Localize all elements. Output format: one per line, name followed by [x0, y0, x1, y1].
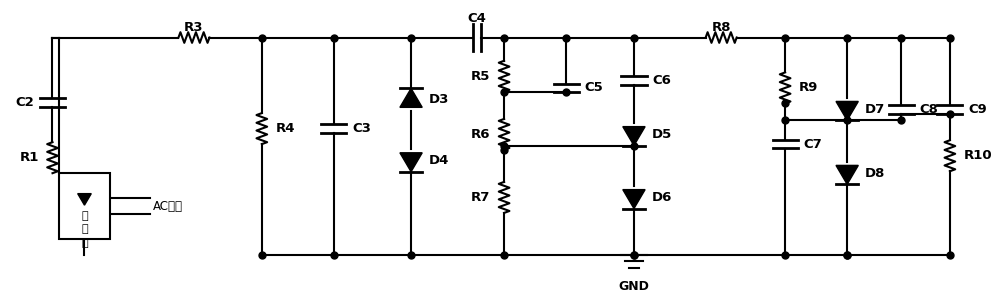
Polygon shape	[78, 194, 91, 205]
Text: D7: D7	[865, 103, 885, 116]
Text: C2: C2	[15, 96, 34, 109]
Text: R5: R5	[471, 70, 491, 83]
Text: R6: R6	[471, 128, 491, 141]
Text: R10: R10	[963, 149, 992, 162]
Text: D4: D4	[429, 154, 449, 167]
Text: C6: C6	[652, 74, 671, 87]
Text: AC电压: AC电压	[153, 200, 183, 213]
Text: C8: C8	[920, 103, 939, 116]
Text: C4: C4	[468, 12, 486, 25]
Polygon shape	[623, 127, 645, 146]
Polygon shape	[836, 102, 858, 120]
Polygon shape	[623, 190, 645, 209]
Polygon shape	[400, 89, 422, 107]
Polygon shape	[400, 153, 422, 172]
Text: D8: D8	[865, 167, 885, 180]
Polygon shape	[836, 165, 858, 184]
Text: R8: R8	[711, 21, 731, 34]
Text: C7: C7	[804, 138, 822, 151]
Text: C5: C5	[585, 81, 603, 94]
Text: 流: 流	[81, 224, 88, 234]
Text: R3: R3	[184, 21, 204, 34]
Text: R7: R7	[471, 191, 491, 204]
Text: GND: GND	[619, 280, 649, 293]
FancyBboxPatch shape	[59, 173, 110, 239]
Text: C9: C9	[968, 103, 987, 116]
Text: C3: C3	[352, 122, 371, 135]
Text: R1: R1	[20, 151, 39, 164]
Text: D3: D3	[429, 93, 449, 106]
Text: R9: R9	[799, 81, 818, 94]
Text: R4: R4	[275, 122, 295, 135]
Text: 整: 整	[81, 211, 88, 221]
Text: D5: D5	[651, 128, 672, 141]
Text: 器: 器	[81, 238, 88, 248]
Text: D6: D6	[651, 191, 672, 204]
